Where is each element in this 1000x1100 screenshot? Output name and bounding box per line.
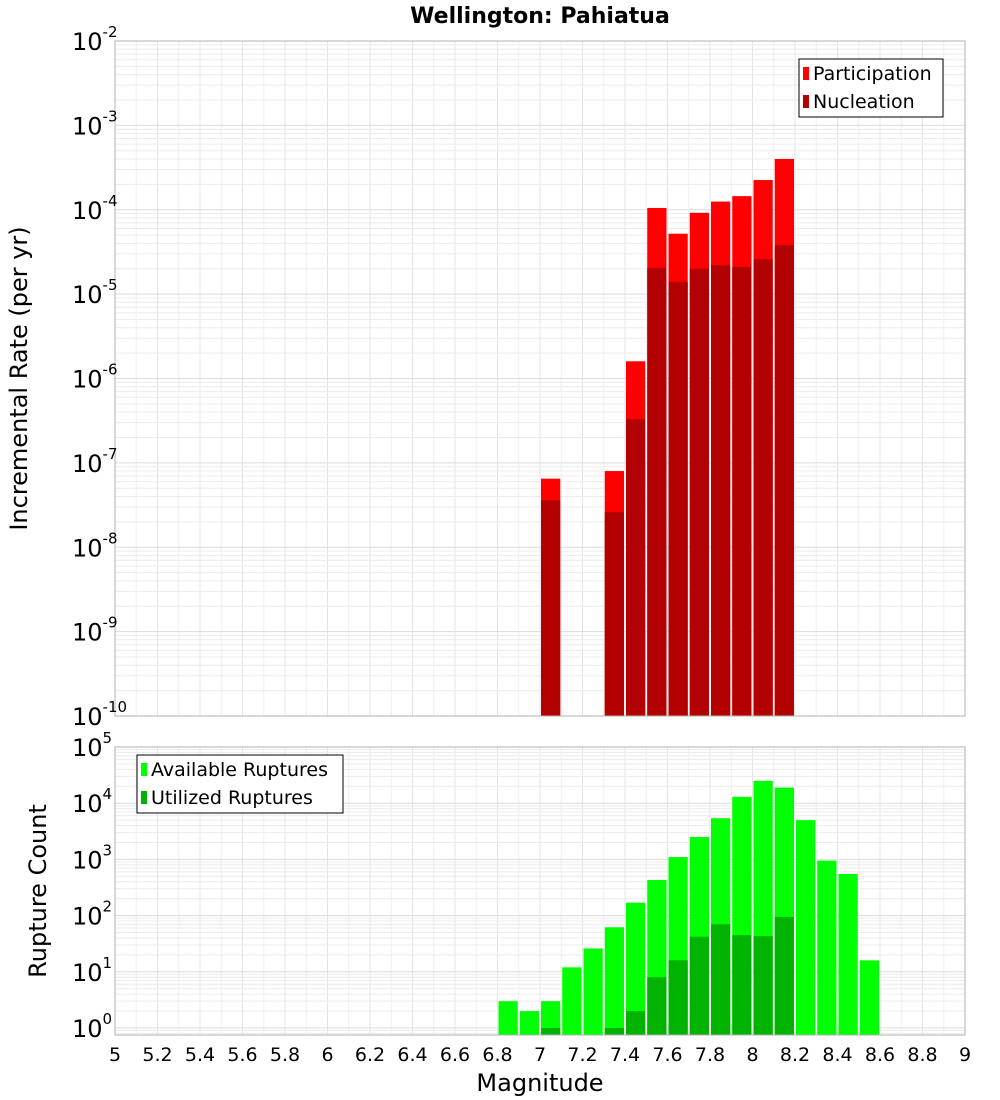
- legend-box: [136, 754, 344, 814]
- y-tick-label: 10-4: [72, 192, 118, 225]
- utilized-ruptures-bar: [647, 977, 667, 1035]
- available-ruptures-swatch: [141, 763, 147, 776]
- y-tick-label: 104: [72, 785, 112, 818]
- y-tick-label: 10-9: [72, 614, 118, 647]
- utilized-ruptures-bar: [541, 1027, 561, 1035]
- y-tick-label: 103: [72, 841, 112, 874]
- x-tick-label: 6.6: [440, 1044, 470, 1066]
- x-tick-label: 5.6: [227, 1044, 257, 1066]
- x-tick-label: 7.6: [652, 1044, 682, 1066]
- x-tick-label: 6: [321, 1044, 333, 1066]
- y-tick-label: 10-2: [72, 23, 118, 56]
- x-tick-label: 5.4: [185, 1044, 215, 1066]
- x-tick-label: 5: [109, 1044, 121, 1066]
- x-tick-label: 8.6: [865, 1044, 895, 1066]
- y-axis-label: Rupture Count: [24, 804, 52, 978]
- nucleation-bar: [626, 419, 646, 716]
- utilized-ruptures-bar: [626, 1011, 646, 1035]
- x-tick-label: 6.4: [397, 1044, 427, 1066]
- x-tick-label: 7.2: [567, 1044, 597, 1066]
- x-tick-label: 7.4: [610, 1044, 640, 1066]
- nucleation-bar: [604, 512, 624, 716]
- x-tick-label: 5.8: [270, 1044, 300, 1066]
- participation-swatch: [803, 67, 809, 80]
- x-axis-label: Magnitude: [476, 1069, 603, 1097]
- nucleation-bar: [711, 265, 731, 716]
- available-ruptures-bar: [519, 1011, 539, 1035]
- utilized-ruptures-swatch: [141, 791, 147, 804]
- available-ruptures-bar: [583, 948, 603, 1035]
- available-ruptures-bar: [498, 1001, 518, 1035]
- legend-label: Available Ruptures: [151, 759, 328, 781]
- nucleation-bar: [732, 266, 752, 716]
- x-tick-label: 9: [959, 1044, 971, 1066]
- y-tick-label: 102: [72, 898, 112, 931]
- nucleation-bar: [753, 259, 773, 716]
- available-ruptures-bar: [604, 927, 624, 1035]
- y-tick-label: 10-6: [72, 361, 118, 394]
- legend-label: Utilized Ruptures: [151, 787, 313, 809]
- rupture-count-panel: 100 101 102 103 104 105 Rupture Count 5 5.2 5.4 5.…: [24, 729, 971, 1097]
- available-ruptures-bar: [817, 860, 837, 1035]
- utilized-ruptures-bar: [774, 916, 794, 1035]
- utilized-ruptures-bar: [753, 936, 773, 1035]
- y-tick-label: 100: [72, 1010, 112, 1043]
- available-ruptures-bar: [859, 960, 879, 1035]
- x-tick-label: 8: [746, 1044, 758, 1066]
- x-tick-label: 6.2: [355, 1044, 385, 1066]
- y-tick-label: 10-10: [72, 698, 127, 731]
- x-tick-label: 5.2: [142, 1044, 172, 1066]
- x-tick-label: 8.2: [780, 1044, 810, 1066]
- y-tick-label: 10-7: [72, 445, 118, 478]
- nucleation-bar: [689, 268, 709, 716]
- x-tick-label: 6.8: [482, 1044, 512, 1066]
- utilized-ruptures-bar: [732, 935, 752, 1035]
- legend: Participation Nucleation: [798, 58, 944, 118]
- nucleation-bar: [541, 500, 561, 716]
- y-tick-label: 105: [72, 729, 112, 762]
- available-ruptures-bar: [562, 967, 582, 1035]
- utilized-ruptures-bar: [604, 1027, 624, 1035]
- y-axis-label: Incremental Rate (per yr): [5, 226, 33, 530]
- x-tick-label: 7.8: [695, 1044, 725, 1066]
- legend-label: Participation: [813, 63, 932, 85]
- y-tick-label: 10-5: [72, 276, 118, 309]
- nucleation-bar: [647, 267, 667, 716]
- participation-nucleation-panel: 10-10 10-9 10-8 10-7 10-6 10-5 10-4 10-3 10-2 Inc…: [5, 4, 966, 731]
- nucleation-swatch: [803, 95, 809, 108]
- y-tick-label: 10-8: [72, 529, 118, 562]
- plot-border: [114, 40, 966, 717]
- x-tick-label: 7: [534, 1044, 546, 1066]
- y-tick-label: 10-3: [72, 107, 118, 140]
- x-tick-label: 8.8: [907, 1044, 937, 1066]
- utilized-ruptures-bar: [668, 960, 688, 1035]
- y-tick-label: 101: [72, 954, 112, 987]
- available-ruptures-bar: [626, 902, 646, 1035]
- x-tick-label: 8.4: [822, 1044, 852, 1066]
- available-ruptures-bar: [541, 1001, 561, 1035]
- legend-label: Nucleation: [813, 91, 915, 113]
- chart-title: Wellington: Pahiatua: [410, 4, 670, 29]
- available-ruptures-bar: [838, 873, 858, 1035]
- legend: Available Ruptures Utilized Ruptures: [136, 754, 344, 814]
- available-ruptures-bar: [796, 820, 816, 1035]
- nucleation-bar: [668, 281, 688, 716]
- legend-box: [798, 58, 944, 118]
- nucleation-bar: [774, 245, 794, 717]
- plot-border: [114, 746, 966, 1036]
- utilized-ruptures-bar: [689, 936, 709, 1035]
- utilized-ruptures-bar: [711, 924, 731, 1035]
